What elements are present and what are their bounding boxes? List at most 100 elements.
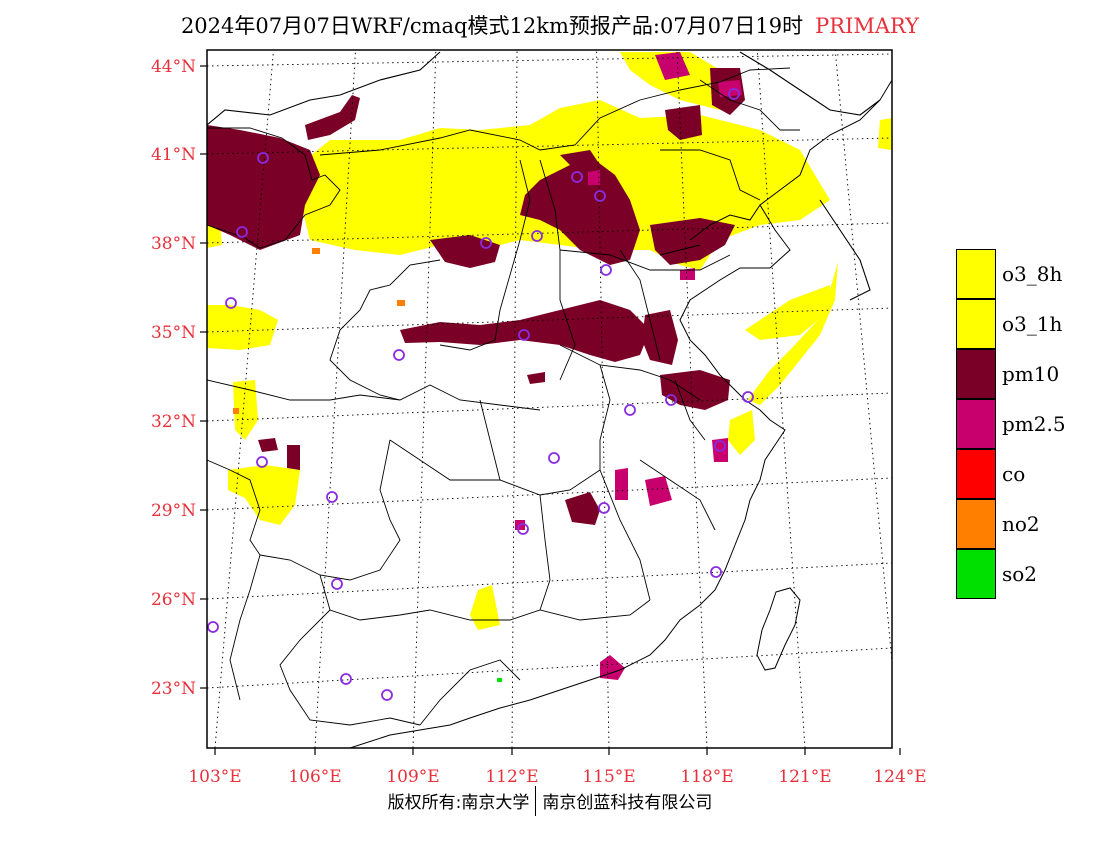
no2-region-west xyxy=(397,300,405,306)
legend-swatch xyxy=(956,299,996,349)
lat-label: 44°N xyxy=(151,57,196,77)
legend-swatch xyxy=(956,449,996,499)
lon-label: 112°E xyxy=(485,767,538,787)
lat-gridline xyxy=(207,53,892,67)
o3-region-far-east xyxy=(878,118,892,150)
city-marker xyxy=(340,673,352,685)
legend-label: o3_8h xyxy=(1002,262,1063,286)
footer-company: 南京创蓝科技有限公司 xyxy=(542,793,713,813)
lon-gridline xyxy=(412,50,437,748)
graticule xyxy=(207,50,892,748)
legend-swatch xyxy=(956,499,996,549)
lon-gridline xyxy=(596,50,610,748)
city-marker xyxy=(331,578,343,590)
lat-label: 41°N xyxy=(151,145,196,165)
no2-region-nw xyxy=(312,248,320,254)
pm10-region-beijing xyxy=(560,150,600,175)
map-frame xyxy=(206,49,893,749)
legend-swatch xyxy=(956,399,996,449)
longitude-labels: 103°E 106°E 109°E 112°E 115°E 118°E 121°E 124°E xyxy=(188,767,926,787)
lon-gridline xyxy=(511,50,518,748)
pm10-region-sw-small xyxy=(287,445,300,470)
city-marker xyxy=(257,152,269,164)
pm10-region-anhui xyxy=(660,370,730,410)
pm25-region-beijing xyxy=(588,170,600,185)
city-marker xyxy=(326,491,338,503)
city-marker xyxy=(381,689,393,701)
legend-label: so2 xyxy=(1002,562,1038,586)
city-marker xyxy=(225,297,237,309)
city-marker xyxy=(594,190,606,202)
city-marker xyxy=(624,404,636,416)
axis-ticks xyxy=(200,65,901,755)
province-boundaries xyxy=(207,67,800,726)
legend-swatch xyxy=(956,249,996,299)
pm10-region-hebei-east xyxy=(650,218,735,265)
legend-label: pm2.5 xyxy=(1002,412,1066,436)
city-marker xyxy=(256,456,268,468)
pollutant-fields xyxy=(207,52,892,682)
pm10-region-hubei xyxy=(527,372,545,384)
lat-gridline xyxy=(207,477,892,511)
pm10-region-northwest xyxy=(207,125,320,250)
footer: 版权所有:南京大学 南京创蓝科技有限公司 xyxy=(0,786,1100,818)
city-marker xyxy=(571,171,583,183)
pm10-region-shanxi xyxy=(430,235,500,268)
pm25-region-guangdong xyxy=(600,655,625,680)
lat-label: 23°N xyxy=(151,679,196,699)
legend-label: o3_1h xyxy=(1002,312,1063,336)
footer-separator xyxy=(535,786,537,816)
city-marker xyxy=(598,502,610,514)
lon-label: 106°E xyxy=(288,767,341,787)
city-marker xyxy=(531,230,543,242)
pm10-region-central-band xyxy=(400,300,650,362)
city-marker xyxy=(393,349,405,361)
title-primary-label: PRIMARY xyxy=(815,14,920,38)
map-title: 2024年07月07日WRF/cmaq模式12km预报产品:07月07日19时 P… xyxy=(0,10,1100,40)
title-main: 2024年07月07日WRF/cmaq模式12km预报产品:07月07日19时 xyxy=(180,14,804,38)
lon-label: 118°E xyxy=(680,767,733,787)
pm10-region-jiangxi xyxy=(565,492,600,525)
lon-label: 124°E xyxy=(873,767,926,787)
o3-region-east-sea xyxy=(748,262,838,405)
lon-gridline xyxy=(676,50,708,748)
legend-swatch xyxy=(956,549,996,599)
o3-region-east-sea-2 xyxy=(745,285,830,340)
legend-label: no2 xyxy=(1002,512,1040,536)
o3-region-sw-2 xyxy=(228,465,300,525)
lat-label: 35°N xyxy=(151,323,196,343)
city-marker xyxy=(548,452,560,464)
lat-label: 38°N xyxy=(151,234,196,254)
lat-gridline xyxy=(207,392,892,422)
city-marker xyxy=(728,88,740,100)
map-lines xyxy=(207,50,892,748)
city-marker xyxy=(517,523,529,535)
city-marker xyxy=(714,440,726,452)
pm10-region-nw-stripe xyxy=(305,95,360,140)
lat-label: 29°N xyxy=(151,501,196,521)
o3-region-west-35n xyxy=(207,305,278,350)
pm10-region-ne-2 xyxy=(665,105,702,140)
legend-label: co xyxy=(1002,462,1026,486)
lon-label: 103°E xyxy=(188,767,241,787)
legend-label: pm10 xyxy=(1002,362,1060,386)
pm10-region-henan-east xyxy=(642,310,678,365)
legend-item: no2 xyxy=(956,499,1096,549)
legend-item: o3_8h xyxy=(956,249,1096,299)
city-marker xyxy=(665,394,677,406)
lon-label: 109°E xyxy=(386,767,439,787)
legend-item: pm10 xyxy=(956,349,1096,399)
lon-label: 115°E xyxy=(582,767,635,787)
city-marker xyxy=(207,621,219,633)
city-marker xyxy=(480,237,492,249)
so2-region-south xyxy=(497,678,502,682)
legend-item: o3_1h xyxy=(956,299,1096,349)
pm10-region-north-china xyxy=(520,160,640,265)
o3-region-sw-1 xyxy=(233,380,258,440)
o3-region-coast xyxy=(728,410,755,455)
legend-swatch xyxy=(956,349,996,399)
lat-label: 26°N xyxy=(151,590,196,610)
legend-item: pm2.5 xyxy=(956,399,1096,449)
pm25-region-ne-2 xyxy=(718,80,742,97)
